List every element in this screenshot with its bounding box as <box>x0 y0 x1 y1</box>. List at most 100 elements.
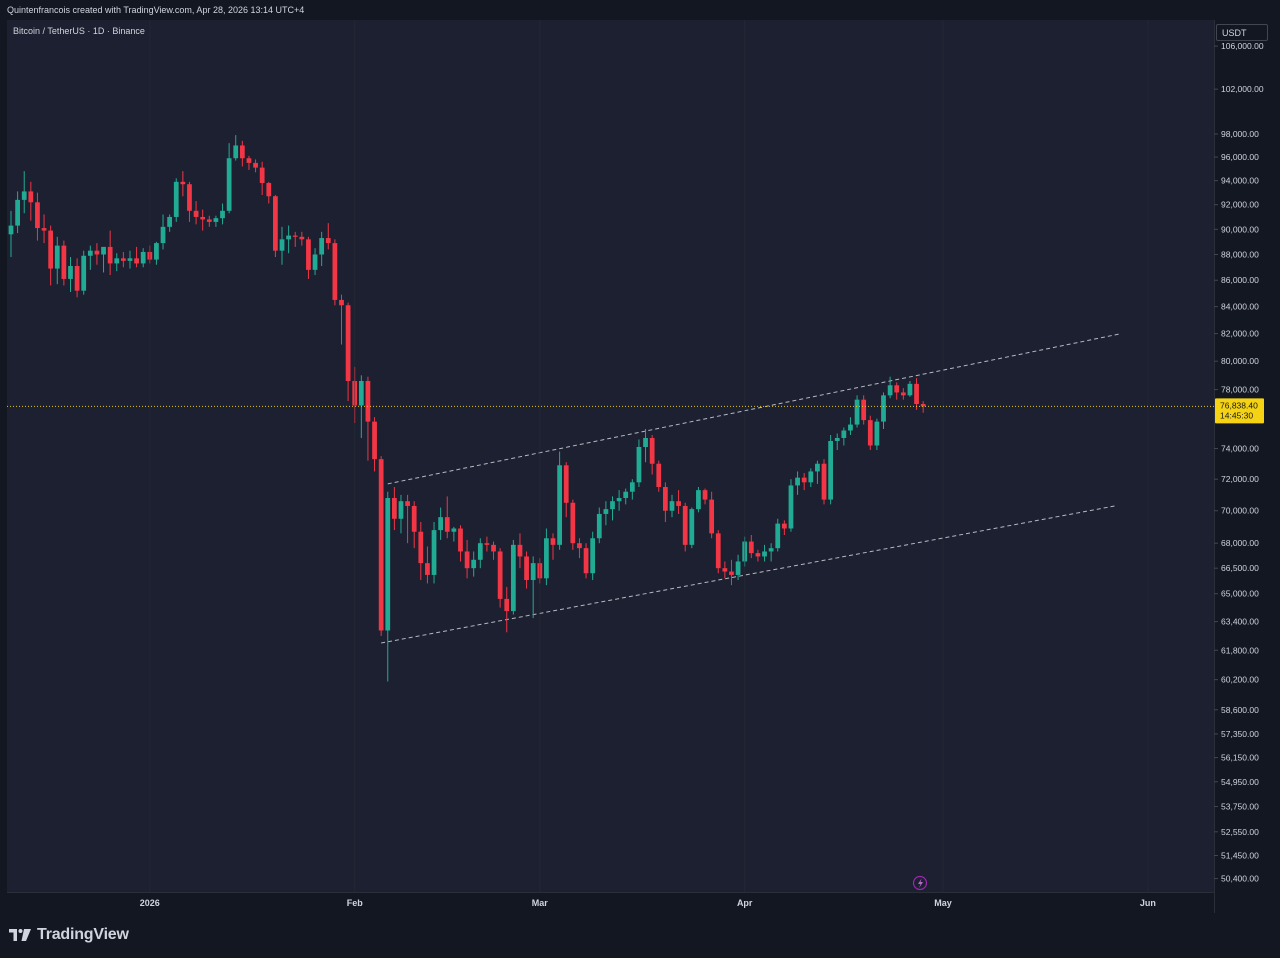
candle-body <box>616 498 622 502</box>
candle-body <box>603 509 609 514</box>
candle <box>815 460 820 484</box>
symbol-legend[interactable]: Bitcoin / TetherUS · 1D · Binance <box>13 26 145 36</box>
candle <box>656 460 662 492</box>
candle-body <box>101 246 106 255</box>
candle-body <box>484 543 490 545</box>
candle-body <box>127 258 133 261</box>
currency-selector[interactable]: USDT <box>1216 24 1268 41</box>
candle <box>68 257 73 293</box>
candle-body <box>715 533 721 569</box>
candle-body <box>193 210 199 217</box>
candle-body <box>28 191 34 203</box>
y-tick-label: 68,000.00 <box>1221 538 1259 548</box>
y-tick-label: 82,000.00 <box>1221 329 1259 339</box>
chart-pane[interactable] <box>7 20 1214 892</box>
candle-body <box>497 551 503 599</box>
candle <box>15 191 20 234</box>
lightning-icon[interactable] <box>912 875 928 891</box>
candle-body <box>418 531 424 564</box>
candle <box>398 494 404 534</box>
x-tick-label: May <box>934 898 952 908</box>
candle <box>848 417 853 435</box>
candle-body <box>755 553 761 557</box>
candle <box>801 472 807 491</box>
y-tick-label: 94,000.00 <box>1221 176 1259 186</box>
candle-body <box>312 254 318 270</box>
candle <box>821 459 827 505</box>
candle-body <box>815 463 820 472</box>
candle-body <box>530 563 536 581</box>
candle-body <box>180 181 186 185</box>
tradingview-logo[interactable]: TradingView <box>9 926 129 944</box>
footer <box>0 913 1280 958</box>
candle-body <box>577 543 582 549</box>
candle <box>689 507 695 549</box>
time-axis[interactable] <box>7 892 1214 913</box>
candle-body <box>451 528 457 532</box>
candle <box>213 215 219 227</box>
candle-body <box>504 598 510 612</box>
candle-body <box>623 491 629 499</box>
candle-body <box>636 447 642 483</box>
candle <box>669 494 675 518</box>
candle-body <box>570 502 576 544</box>
candle <box>239 140 245 167</box>
candle-body <box>8 225 14 235</box>
candle <box>253 159 258 173</box>
candle <box>610 496 615 521</box>
channel-line-upper[interactable] <box>387 333 1122 485</box>
candle-body <box>15 199 20 226</box>
candle-body <box>220 210 225 219</box>
candle <box>48 225 54 286</box>
candle <box>828 434 834 505</box>
y-tick-label: 60,200.00 <box>1221 675 1259 685</box>
candle-body <box>405 501 410 506</box>
candle <box>385 491 391 682</box>
y-tick-label: 72,000.00 <box>1221 474 1259 484</box>
candle <box>471 551 477 577</box>
candle-body <box>808 471 814 483</box>
candle-body <box>907 383 913 396</box>
price-axis[interactable] <box>1214 20 1280 913</box>
candle-body <box>735 561 741 575</box>
candle-body <box>167 216 173 227</box>
credit-text: Quintenfrancois created with TradingView… <box>7 5 305 15</box>
y-tick-label: 96,000.00 <box>1221 152 1259 162</box>
candle <box>696 487 701 513</box>
candle <box>101 246 106 273</box>
y-tick-label: 50,400.00 <box>1221 874 1259 884</box>
candle <box>28 181 34 221</box>
candle <box>134 246 139 268</box>
candle-body <box>173 181 179 217</box>
candle <box>577 538 582 559</box>
channel-line-lower[interactable] <box>381 505 1115 644</box>
candle-body <box>748 541 754 554</box>
candle-body <box>74 266 80 291</box>
y-tick-label: 92,000.00 <box>1221 200 1259 210</box>
candle <box>292 231 298 247</box>
candle <box>834 433 840 451</box>
candle <box>662 482 668 522</box>
candle <box>709 491 715 539</box>
candle-body <box>550 538 556 545</box>
candle-body <box>160 226 166 244</box>
candle <box>530 556 536 619</box>
candle <box>458 525 463 562</box>
candle-body <box>233 145 239 159</box>
candle-body <box>662 487 668 511</box>
candle <box>629 479 635 500</box>
candle <box>510 539 516 615</box>
candle-body <box>246 158 252 163</box>
candle <box>233 135 239 161</box>
candle <box>173 178 179 222</box>
candle <box>887 376 893 399</box>
candle <box>881 392 886 430</box>
candle <box>140 248 146 268</box>
candle <box>477 538 483 569</box>
y-tick-label: 70,000.00 <box>1221 506 1259 516</box>
candle <box>35 192 40 241</box>
candle <box>206 215 212 227</box>
candle-body <box>398 501 404 519</box>
candle-body <box>649 437 655 464</box>
